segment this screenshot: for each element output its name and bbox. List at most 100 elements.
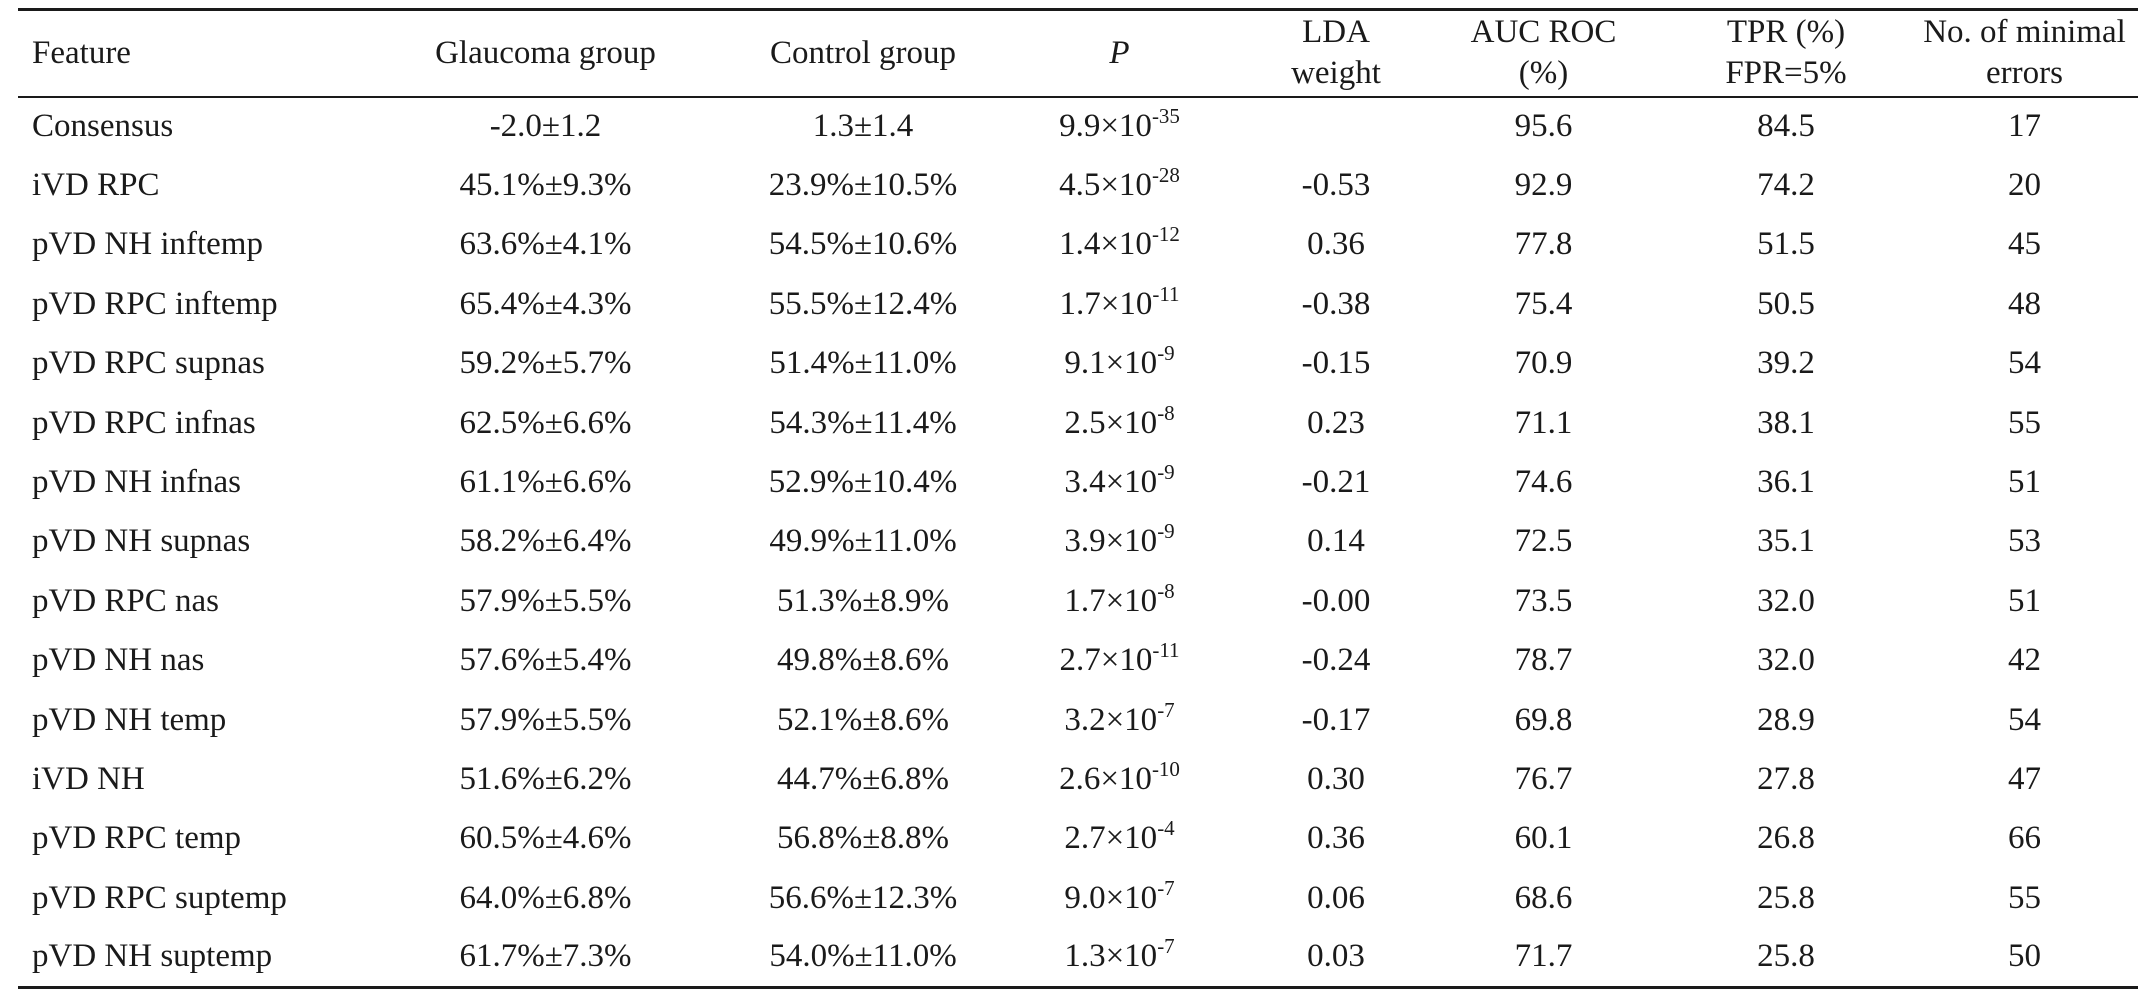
p-value-base: 9.9×10 bbox=[1059, 108, 1152, 145]
cell-glaucoma-group: -2.0±1.2 bbox=[489, 108, 602, 145]
cell-auc-roc: 71.7 bbox=[1426, 927, 1661, 989]
cell-feature: pVD NH suptemp bbox=[18, 927, 358, 989]
cell-feature: pVD RPC suptemp bbox=[32, 879, 287, 916]
cell-tpr: 36.1 bbox=[1757, 464, 1815, 501]
cell-tpr: 84.5 bbox=[1757, 108, 1815, 145]
table-row: pVD NH temp 57.9%±5.5% 52.1%±8.6% 3.2×10-7-… bbox=[18, 690, 2138, 749]
cell-tpr: 51.5 bbox=[1757, 226, 1815, 263]
cell-minimal-errors: 50 bbox=[1911, 927, 2138, 989]
cell-lda-weight: -0.53 bbox=[1301, 167, 1371, 204]
cell-auc-roc: 72.5 bbox=[1514, 523, 1573, 560]
header-row: Feature Glaucoma group Control group P L… bbox=[18, 8, 2138, 98]
cell-glaucoma-group: 51.6%±6.2% bbox=[459, 760, 632, 797]
p-value-base: 1.3×10 bbox=[1064, 938, 1158, 975]
cell-auc-roc: 68.6 bbox=[1514, 879, 1573, 916]
p-value-exponent: -4 bbox=[1157, 816, 1175, 841]
header-control-group: Control group bbox=[733, 8, 993, 98]
cell-auc-roc: 75.4 bbox=[1514, 285, 1573, 322]
cell-tpr: 26.8 bbox=[1757, 820, 1815, 857]
table-row: pVD NH supnas 58.2%±6.4% 49.9%±11.0% 3.9×10… bbox=[18, 512, 2138, 571]
cell-lda-weight: 0.36 bbox=[1307, 226, 1365, 263]
p-value-base: 2.7×10 bbox=[1064, 820, 1158, 857]
cell-control-group: 49.9%±11.0% bbox=[769, 523, 957, 560]
p-value-exponent: -8 bbox=[1157, 400, 1175, 425]
p-value-base: 2.7×10 bbox=[1059, 642, 1153, 679]
cell-control-group: 55.5%±12.4% bbox=[768, 285, 958, 322]
cell-glaucoma-group: 63.6%±4.1% bbox=[459, 226, 632, 263]
p-value-exponent: -35 bbox=[1151, 104, 1180, 129]
cell-auc-roc: 60.1 bbox=[1514, 820, 1573, 857]
cell-auc-roc: 76.7 bbox=[1514, 760, 1573, 797]
p-value-exponent: -11 bbox=[1152, 281, 1180, 306]
table-row: pVD RPC inftemp 65.4%±4.3% 55.5%±12.4% 1.7×… bbox=[18, 275, 2138, 334]
cell-p-value: 9.0×10-7 bbox=[993, 869, 1246, 928]
p-value-base: 9.1×10 bbox=[1064, 345, 1158, 382]
cell-control-group: 52.9%±10.4% bbox=[768, 464, 958, 501]
cell-lda-weight: -0.24 bbox=[1301, 642, 1371, 679]
cell-glaucoma-group: 57.9%±5.5% bbox=[459, 582, 632, 619]
cell-feature: pVD RPC nas bbox=[32, 582, 220, 619]
cell-tpr: 25.8 bbox=[1661, 927, 1911, 989]
cell-glaucoma-group: 64.0%±6.8% bbox=[459, 879, 632, 916]
cell-feature: pVD RPC temp bbox=[32, 820, 242, 857]
cell-glaucoma-group: 45.1%±9.3% bbox=[459, 167, 632, 204]
p-value-exponent: -7 bbox=[1157, 875, 1175, 900]
cell-lda-weight: -0.17 bbox=[1301, 701, 1371, 738]
p-value-base: 2.5×10 bbox=[1064, 404, 1158, 441]
cell-minimal-errors: 47 bbox=[2008, 760, 2041, 797]
cell-tpr: 35.1 bbox=[1757, 523, 1815, 560]
p-value-exponent: -11 bbox=[1152, 638, 1180, 663]
cell-lda-weight: 0.03 bbox=[1246, 927, 1426, 989]
cell-feature: pVD RPC infnas bbox=[32, 404, 256, 441]
cell-feature: pVD NH inftemp bbox=[32, 226, 263, 263]
cell-auc-roc: 69.8 bbox=[1514, 701, 1573, 738]
header-feature: Feature bbox=[18, 8, 358, 98]
cell-glaucoma-group: 62.5%±6.6% bbox=[459, 404, 632, 441]
cell-minimal-errors: 51 bbox=[2008, 464, 2041, 501]
cell-lda-weight: -0.15 bbox=[1301, 345, 1371, 382]
table-row: pVD RPC temp 60.5%±4.6% 56.8%±8.8% 2.7×10-4… bbox=[18, 809, 2138, 868]
cell-tpr: 38.1 bbox=[1757, 404, 1815, 441]
table-row: iVD NH 51.6%±6.2% 44.7%±6.8% 2.6×10-10 0.30 7… bbox=[18, 750, 2138, 809]
cell-auc-roc: 70.9 bbox=[1514, 345, 1573, 382]
table-row: pVD RPC nas 57.9%±5.5% 51.3%±8.9% 1.7×10-8-… bbox=[18, 572, 2138, 631]
header-lda-weight: LDA weight bbox=[1246, 8, 1426, 98]
cell-control-group: 23.9%±10.5% bbox=[768, 167, 958, 204]
table-row: pVD NH inftemp 63.6%±4.1% 54.5%±10.6% 1.4×1… bbox=[18, 215, 2138, 274]
cell-lda-weight: -0.00 bbox=[1301, 582, 1371, 619]
cell-feature: iVD RPC bbox=[32, 167, 160, 204]
cell-control-group: 52.1%±8.6% bbox=[776, 701, 950, 738]
results-table: Feature Glaucoma group Control group P L… bbox=[18, 8, 2138, 989]
cell-tpr: 28.9 bbox=[1757, 701, 1815, 738]
p-value-base: 9.0×10 bbox=[1064, 879, 1158, 916]
cell-lda-weight: 0.36 bbox=[1307, 820, 1365, 857]
cell-p-value: 1.4×10-12 bbox=[993, 215, 1246, 274]
cell-p-value: 1.7×10-11 bbox=[993, 275, 1246, 334]
table-row: Consensus -2.0±1.2 1.3±1.4 9.9×10-35 95.6 84.… bbox=[18, 97, 2138, 156]
cell-tpr: 50.5 bbox=[1757, 285, 1815, 322]
cell-glaucoma-group: 60.5%±4.6% bbox=[459, 820, 632, 857]
table-row: pVD NH suptemp 61.7%±7.3% 54.0%±11.0% 1.3×1… bbox=[18, 927, 2138, 989]
table-header: Feature Glaucoma group Control group P L… bbox=[18, 8, 2138, 98]
cell-control-group: 44.7%±6.8% bbox=[776, 760, 950, 797]
cell-lda-weight: 0.14 bbox=[1307, 523, 1365, 560]
table-row: pVD NH nas 57.6%±5.4% 49.8%±8.6% 2.7×10-11-… bbox=[18, 631, 2138, 690]
cell-minimal-errors: 54 bbox=[2008, 701, 2041, 738]
cell-control-group: 51.3%±8.9% bbox=[776, 582, 950, 619]
cell-lda-weight: 0.30 bbox=[1307, 760, 1365, 797]
cell-p-value: 3.4×10-9 bbox=[993, 453, 1246, 512]
p-value-base: 3.4×10 bbox=[1064, 464, 1158, 501]
table-row: pVD RPC suptemp 64.0%±6.8% 56.6%±12.3% 9.0×… bbox=[18, 869, 2138, 928]
cell-p-value: 2.7×10-4 bbox=[993, 809, 1246, 868]
p-value-exponent: -12 bbox=[1151, 222, 1180, 247]
cell-minimal-errors: 45 bbox=[2008, 226, 2041, 263]
cell-auc-roc: 95.6 bbox=[1514, 108, 1573, 145]
cell-control-group: 54.0%±11.0% bbox=[733, 927, 993, 989]
p-value-exponent: -7 bbox=[1157, 934, 1175, 959]
cell-lda-weight: 0.06 bbox=[1307, 879, 1365, 916]
cell-tpr: 27.8 bbox=[1757, 760, 1815, 797]
cell-tpr: 32.0 bbox=[1757, 642, 1815, 679]
p-value-exponent: -9 bbox=[1157, 519, 1175, 544]
cell-glaucoma-group: 61.1%±6.6% bbox=[459, 464, 632, 501]
cell-minimal-errors: 53 bbox=[2008, 523, 2041, 560]
